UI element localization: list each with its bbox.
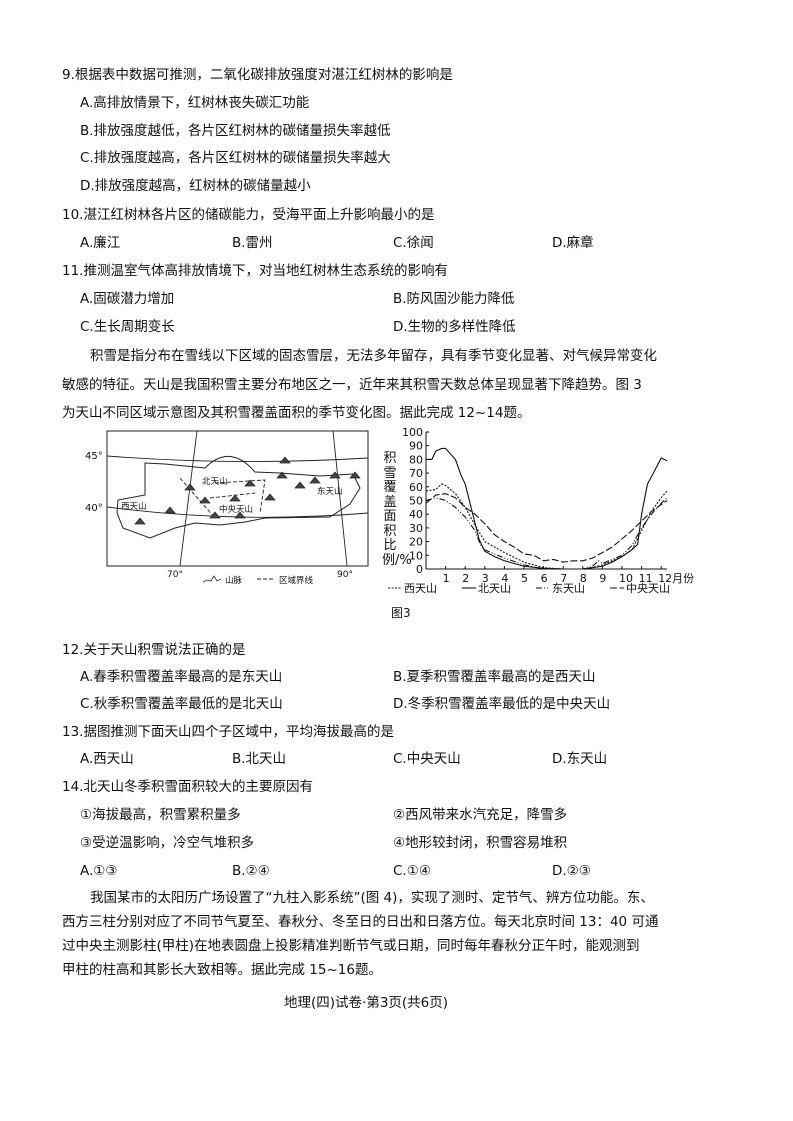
q11-stem: 11.推测温室气体高排放情境下，对当地红树林生态系统的影响有 [62, 263, 448, 279]
q13-option-a: A.西天山 [80, 751, 134, 767]
series-line-3 [425, 493, 668, 563]
q14-stem: 14.北天山冬季积雪面积较大的主要原因有 [62, 779, 313, 795]
mountain-symbols [134, 456, 361, 525]
y-tick-label: 70 [409, 467, 423, 480]
legend-label-3: 中央天山 [626, 582, 670, 595]
y-tick-label: 20 [409, 536, 423, 549]
y-tick-label: 60 [409, 481, 423, 494]
region-boundary [179, 477, 266, 519]
figure-caption: 图3 [391, 606, 411, 620]
passage2-line: 甲柱的柱高和其影长大致相等。据此完成 15~16题。 [62, 962, 382, 978]
page-footer: 地理(四)试卷·第3页(共6页) [284, 995, 449, 1011]
q14-item-2: ②西风带来水汽充足，降雪多 [393, 807, 568, 823]
q10-option-c: C.徐闻 [393, 235, 434, 251]
passage1-line: 敏感的特征。天山是我国积雪主要分布地区之一，近年来其积雪天数总体呈现显著下降趋势… [62, 377, 642, 393]
y-tick-label: 10 [409, 549, 423, 562]
q12-option-d: D.冬季积雪覆盖率最低的是中央天山 [393, 696, 611, 712]
q10-stem: 10.湛江红树林各片区的储碳能力，受海平面上升影响最小的是 [62, 207, 435, 223]
mountain-legend-icon [202, 575, 222, 583]
q12-option-a: A.春季积雪覆盖率最高的是东天山 [80, 669, 283, 685]
x-tick-label: 1 [443, 572, 450, 585]
tianshan-map: 45° 40° 70° 90° 北天山 东天山 西天山 中央天山 山脉 区域界线 [85, 430, 369, 586]
q14-option-b: B.②④ [232, 863, 270, 879]
series-line-2 [425, 497, 668, 570]
q9-stem: 9.根据表中数据可推测，二氧化碳排放强度对湛江红树林的影响是 [62, 67, 453, 83]
x-tick-label: 11 [639, 572, 653, 585]
q13-stem: 13.据图推测下面天山四个子区域中，平均海拔最高的是 [62, 724, 394, 740]
y-tick-label: 100 [402, 426, 423, 439]
y-tick-label: 50 [409, 495, 423, 508]
region-label-north: 北天山 [202, 476, 228, 487]
latitude-45-line [106, 455, 369, 462]
region-label-east: 东天山 [317, 486, 343, 497]
x-tick-label: 10 [619, 572, 633, 585]
passage1-line: 积雪是指分布在雪线以下区域的固态雪层，无法多年留存，具有季节变化显著、对气候异常… [90, 348, 657, 364]
series-line-1 [426, 447, 668, 570]
passage2-line: 过中央主测影柱(甲柱)在地表圆盘上投影精准判断节气或日期，同时每年春秋分正午时，… [62, 938, 640, 954]
meridian-70-line [179, 430, 198, 567]
x-tick-label: 2 [462, 572, 469, 585]
x-tick-label: 9 [599, 572, 606, 585]
x-tick-label: 4 [501, 572, 508, 585]
q12-option-c: C.秋季积雪覆盖率最低的是北天山 [80, 696, 283, 712]
x-tick-label: 5 [521, 572, 528, 585]
passage1-line: 为天山不同区域示意图及其积雪覆盖面积的季节变化图。据此完成 12~14题。 [62, 405, 531, 421]
q10-option-d: D.麻章 [552, 235, 594, 251]
q11-option-d: D.生物的多样性降低 [393, 319, 516, 335]
q9-option-c: C.排放强度越高，各片区红树林的碳储量损失率越大 [80, 150, 391, 166]
q11-option-c: C.生长周期变长 [80, 319, 175, 335]
y-tick-label: 90 [409, 440, 423, 453]
x-tick-label: 8 [580, 572, 587, 585]
q12-option-b: B.夏季积雪覆盖率最高的是西天山 [393, 669, 596, 685]
legend-label-1: 北天山 [478, 582, 511, 595]
q14-option-a: A.①③ [80, 863, 118, 879]
lon-label-70: 70° [167, 570, 183, 580]
x-tick-label: 3 [482, 572, 489, 585]
legend-mountain: 山脉 [225, 575, 243, 586]
y-tick-label: 0 [416, 563, 423, 576]
q9-option-b: B.排放强度越低，各片区红树林的碳储量损失率越低 [80, 123, 391, 139]
q14-option-c: C.①④ [393, 863, 431, 879]
y-tick-label: 40 [409, 508, 423, 521]
series-line-0 [425, 483, 668, 570]
q9-option-d: D.排放强度越高，红树林的碳储量越小 [80, 178, 311, 194]
tianshan-outline [116, 455, 361, 539]
region-label-west: 西天山 [121, 501, 147, 512]
q14-item-3: ③受逆温影响，冷空气堆积多 [80, 835, 255, 851]
passage2-line: 我国某市的太阳历广场设置了“九柱入影系统”(图 4)，实现了测时、定节气、辨方位… [90, 890, 654, 906]
q10-option-a: A.廉江 [80, 235, 121, 251]
legend-label-2: 东天山 [552, 582, 585, 595]
q13-option-b: B.北天山 [232, 751, 287, 767]
lat-label-45: 45° [85, 451, 103, 462]
x-tick-label: 12月份 [658, 572, 694, 585]
q9-option-a: A.高排放情景下，红树林丧失碳汇功能 [80, 95, 310, 111]
legend-label-0: 西天山 [404, 582, 437, 595]
q11-option-b: B.防风固沙能力降低 [393, 291, 515, 307]
x-tick-label: 7 [560, 572, 567, 585]
lon-label-90: 90° [337, 570, 353, 580]
q10-option-b: B.雷州 [232, 235, 273, 251]
passage2-line: 西方三柱分别对应了不同节气夏至、春秋分、冬至日的日出和日落方位。每天北京时间 1… [62, 914, 659, 930]
region-label-central: 中央天山 [219, 504, 253, 515]
y-tick-label: 80 [409, 453, 423, 466]
q14-option-d: D.②③ [552, 863, 591, 879]
q13-option-d: D.东天山 [552, 751, 608, 767]
q14-item-1: ①海拔最高，积雪累积量多 [80, 807, 241, 823]
q12-stem: 12.关于天山积雪说法正确的是 [62, 642, 246, 658]
q11-option-a: A.固碳潜力增加 [80, 291, 175, 307]
x-tick-label: 6 [541, 572, 548, 585]
lat-label-40: 40° [85, 503, 103, 514]
y-tick-label: 30 [409, 522, 423, 535]
legend-boundary: 区域界线 [279, 575, 314, 586]
meridian-90-line [332, 430, 348, 567]
q13-option-c: C.中央天山 [393, 751, 461, 767]
q14-item-4: ④地形较封闭，积雪容易堆积 [393, 835, 568, 851]
